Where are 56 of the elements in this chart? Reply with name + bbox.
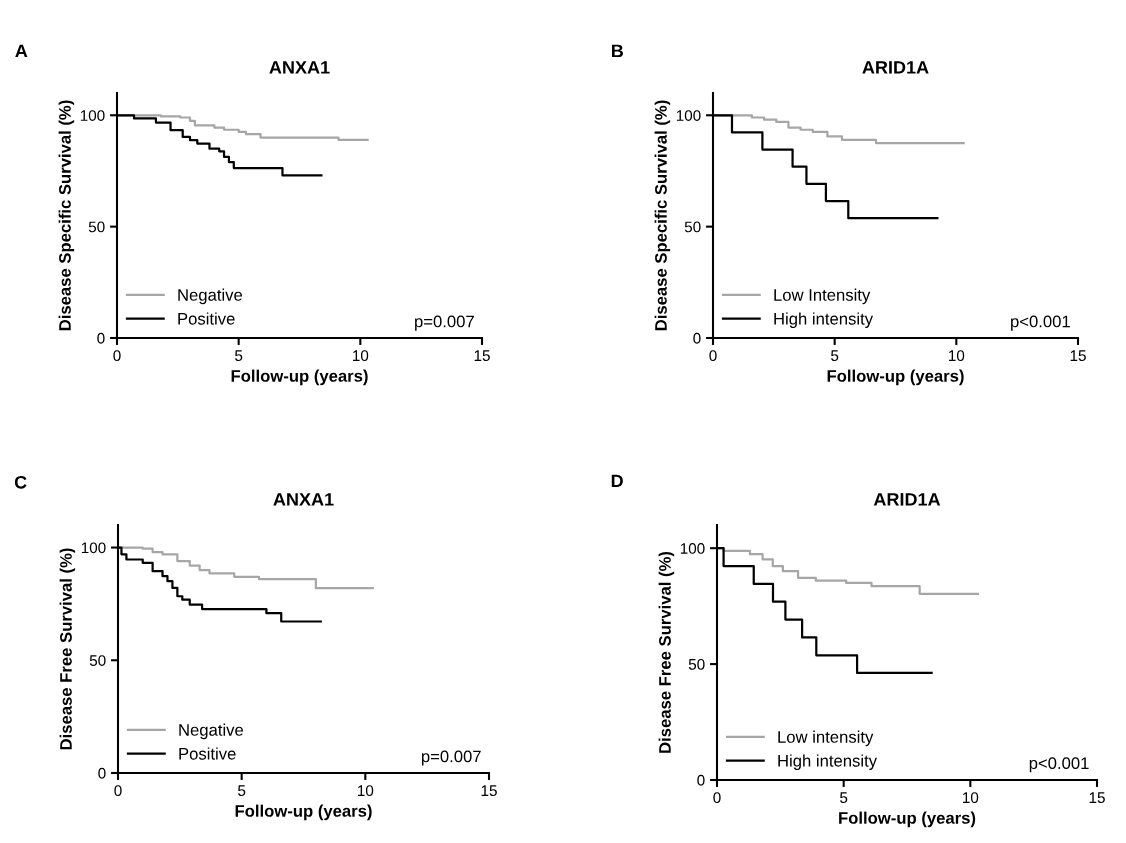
x-axis-title: Follow-up (years) xyxy=(839,811,976,828)
x-tick-label: 0 xyxy=(113,350,121,362)
y-tick-label: 50 xyxy=(89,655,106,666)
text: D xyxy=(611,474,623,488)
legend-label: Positive xyxy=(178,312,235,325)
legend-label: Positive xyxy=(179,747,236,760)
chart-title: ANXA1 xyxy=(269,61,330,74)
legend-label: Low Intensity xyxy=(774,288,871,305)
y-tick-label: 100 xyxy=(80,110,105,121)
y-tick-label: 0 xyxy=(697,774,705,786)
y-tick-label: 0 xyxy=(693,332,701,344)
annotation: p=0.007 xyxy=(421,750,481,766)
y-tick-label: 100 xyxy=(81,542,106,554)
x-tick-label: 5 xyxy=(840,792,848,804)
text: C xyxy=(14,475,27,489)
legend-label: Negative xyxy=(179,723,244,740)
annotation: p<0.001 xyxy=(1011,315,1070,331)
y-tick-label: 50 xyxy=(684,221,701,233)
y-axis-title: Disease Specific Survival (%) xyxy=(58,100,75,331)
y-tick-label: 0 xyxy=(98,767,106,779)
chart-title: ANXA1 xyxy=(273,493,334,506)
x-tick-label: 0 xyxy=(114,785,122,797)
y-tick-label: 100 xyxy=(676,110,701,121)
y-axis-title: Disease Specific Survival (%) xyxy=(654,100,671,331)
x-tick-label: 10 xyxy=(963,792,979,804)
chart-title: ARID1A xyxy=(862,61,929,74)
y-tick-label: 50 xyxy=(688,658,705,670)
y-tick-label: 0 xyxy=(97,332,105,344)
x-tick-label: 10 xyxy=(353,350,369,362)
y-tick-label: 50 xyxy=(88,221,105,233)
x-axis-title: Follow-up (years) xyxy=(231,369,368,386)
x-tick-label: 0 xyxy=(709,350,717,362)
legend-label: High intensity xyxy=(774,312,874,328)
y-tick-label: 100 xyxy=(680,543,705,554)
text: B xyxy=(612,44,624,58)
x-tick-label: 10 xyxy=(358,785,374,797)
x-axis-title: Follow-up (years) xyxy=(235,804,372,821)
legend-label: High intensity xyxy=(778,754,878,770)
x-axis-title: Follow-up (years) xyxy=(827,369,964,386)
annotation: p<0.001 xyxy=(1029,757,1089,773)
y-axis-title: Disease Free Survival (%) xyxy=(59,548,76,750)
chart-title: ARID1A xyxy=(873,493,941,506)
annotation: p=0.007 xyxy=(415,315,474,331)
x-tick-label: 5 xyxy=(235,350,243,362)
x-tick-label: 10 xyxy=(949,350,965,362)
x-tick-label: 15 xyxy=(481,785,497,797)
x-tick-label: 5 xyxy=(238,785,246,797)
text: A xyxy=(15,44,28,58)
legend-label: Low intensity xyxy=(778,730,874,747)
x-tick-label: 5 xyxy=(831,350,839,362)
x-tick-label: 15 xyxy=(1089,792,1105,804)
y-axis-title: Disease Free Survival (%) xyxy=(658,551,675,753)
x-tick-label: 0 xyxy=(713,792,721,804)
x-tick-label: 15 xyxy=(474,350,490,362)
legend-label: Negative xyxy=(178,288,243,305)
x-tick-label: 15 xyxy=(1070,350,1086,362)
